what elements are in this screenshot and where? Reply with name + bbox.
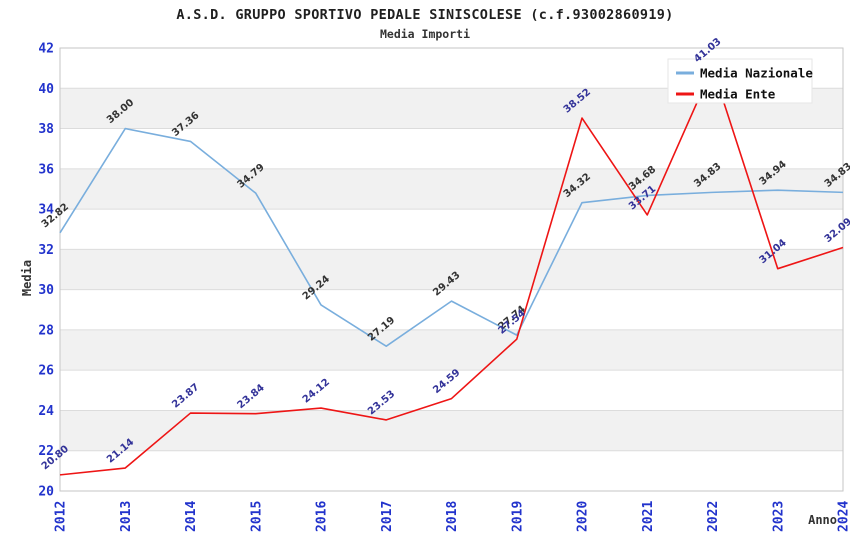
y-tick-label: 26 — [38, 364, 54, 379]
data-label: 23.84 — [235, 382, 266, 411]
series-line-media-nazionale — [59, 127, 844, 348]
x-tick-label: 2014 — [184, 501, 199, 532]
grid-band — [60, 410, 843, 451]
data-label: 32.09 — [823, 216, 850, 245]
svg-text:2013: 2013 — [119, 501, 134, 532]
legend-box — [667, 58, 813, 104]
x-tick-label: 2016 — [315, 501, 330, 532]
legend: Media Nazionale Media Ente — [667, 58, 813, 104]
x-axis-title: Anno — [808, 513, 837, 527]
y-axis-title: Media — [20, 260, 34, 296]
x-tick-label: 2018 — [445, 501, 460, 532]
x-tick-label: 2017 — [380, 501, 395, 532]
y-tick-label: 38 — [38, 122, 54, 137]
chart-title: A.S.D. GRUPPO SPORTIVO PEDALE SINISCOLES… — [176, 7, 674, 23]
x-tick-label: 2021 — [641, 501, 656, 532]
svg-text:24.12: 24.12 — [301, 377, 332, 406]
svg-text:2014: 2014 — [184, 501, 199, 532]
grid-band — [60, 249, 843, 290]
svg-text:2019: 2019 — [510, 501, 525, 532]
y-tick-label: 32 — [38, 243, 54, 258]
svg-text:32.09: 32.09 — [823, 216, 850, 245]
svg-text:2022: 2022 — [706, 501, 721, 532]
y-tick-label: 34 — [38, 203, 54, 218]
chart-subtitle: Media Importi — [379, 27, 470, 41]
y-tick-label: 42 — [38, 42, 54, 57]
data-label: 23.87 — [170, 382, 201, 411]
svg-text:23.87: 23.87 — [170, 382, 201, 411]
x-tick-label: 2024 — [837, 501, 850, 532]
x-tick-label: 2020 — [576, 501, 591, 532]
legend-label: Media Nazionale — [700, 66, 813, 81]
data-label: 24.12 — [301, 377, 332, 406]
y-tick-label: 36 — [38, 162, 54, 177]
y-tick-label: 20 — [38, 485, 54, 500]
svg-text:23.84: 23.84 — [235, 382, 266, 411]
plot-border — [59, 47, 844, 492]
svg-text:2012: 2012 — [54, 501, 69, 532]
y-tick-label: 30 — [38, 283, 54, 298]
svg-text:2024: 2024 — [837, 501, 850, 532]
svg-text:2018: 2018 — [445, 501, 460, 532]
y-tick-label: 24 — [38, 404, 54, 419]
x-tick-label: 2013 — [119, 501, 134, 532]
legend-label: Media Ente — [700, 87, 776, 102]
x-tick-label: 2015 — [249, 501, 264, 532]
svg-text:2023: 2023 — [771, 501, 786, 532]
grid-band — [60, 168, 843, 210]
svg-text:Media: Media — [20, 260, 34, 296]
svg-text:2015: 2015 — [249, 501, 264, 532]
svg-text:2021: 2021 — [641, 501, 656, 532]
y-tick-label: 28 — [38, 323, 54, 338]
x-tick-label: 2019 — [510, 501, 525, 532]
svg-text:2020: 2020 — [576, 501, 591, 532]
svg-text:2017: 2017 — [380, 501, 395, 532]
svg-text:2016: 2016 — [315, 501, 330, 532]
y-tick-label: 40 — [38, 82, 54, 97]
x-tick-label: 2023 — [771, 501, 786, 532]
grid-band — [60, 329, 843, 371]
x-tick-label: 2012 — [54, 501, 69, 532]
y-tick-label: 22 — [38, 444, 54, 459]
x-tick-label: 2022 — [706, 501, 721, 532]
